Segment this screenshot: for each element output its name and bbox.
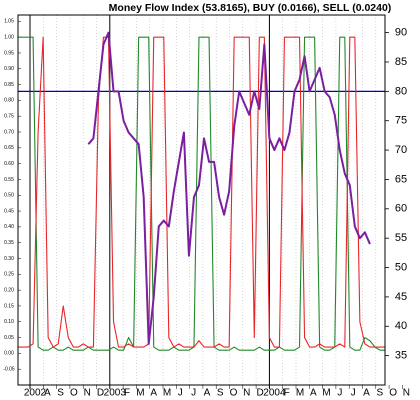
x-tick-label: O bbox=[230, 388, 238, 399]
x-tick-label: A bbox=[310, 388, 317, 399]
x-tick-label: S bbox=[376, 388, 383, 399]
x-tick-label: 2003 bbox=[104, 388, 127, 399]
plot-frame bbox=[17, 14, 386, 386]
y-tick-label: 0.80 bbox=[4, 98, 14, 104]
y-tick-label: 0.50 bbox=[4, 193, 14, 199]
y2-tick-label: 45 bbox=[395, 291, 407, 303]
y-tick-label: 0.05 bbox=[4, 335, 14, 341]
x-tick-label: J bbox=[351, 388, 356, 399]
x-tick-label: A bbox=[44, 388, 51, 399]
chart-title: Money Flow Index (53.8165), BUY (0.0166)… bbox=[109, 2, 392, 14]
y-tick-label: 0.60 bbox=[4, 161, 14, 167]
y-tick-label: 0.15 bbox=[4, 303, 14, 309]
y2-tick-label: 40 bbox=[395, 320, 407, 332]
x-tick-label: A bbox=[150, 388, 157, 399]
x-tick-label: 2004 bbox=[263, 388, 286, 399]
x-tick-label: M bbox=[296, 388, 304, 399]
y2-tick-label: 80 bbox=[395, 85, 407, 97]
y-tick-label: 1.05 bbox=[4, 19, 14, 25]
y2-tick-label: 60 bbox=[395, 203, 407, 215]
y-tick-label: 0.30 bbox=[4, 256, 14, 262]
x-tick-label: F bbox=[284, 388, 290, 399]
x-tick-label: J bbox=[191, 388, 196, 399]
y2-tick-label: 35 bbox=[395, 350, 407, 362]
y2-tick-label: 70 bbox=[395, 144, 407, 156]
x-tick-label: S bbox=[57, 388, 64, 399]
x-tick-label: M bbox=[163, 388, 171, 399]
series-line bbox=[18, 36, 385, 351]
y-tick-label: 0.10 bbox=[4, 319, 14, 325]
x-tick-label: A bbox=[363, 388, 370, 399]
y-tick-label: 0.90 bbox=[4, 66, 14, 72]
x-tick-label: O bbox=[70, 388, 78, 399]
y-tick-label: 0.35 bbox=[4, 240, 14, 246]
y-tick-label: 0.70 bbox=[4, 129, 14, 135]
x-tick-label: N bbox=[84, 388, 91, 399]
y-tick-label: 0.85 bbox=[4, 82, 14, 88]
x-tick-label: M bbox=[322, 388, 330, 399]
x-tick-label: J bbox=[178, 388, 183, 399]
x-tick-label: N bbox=[403, 388, 410, 399]
y-tick-label: 0.75 bbox=[4, 114, 14, 120]
y-tick-label: 0.45 bbox=[4, 208, 14, 214]
y2-tick-label: 50 bbox=[395, 261, 407, 273]
y-tick-label: 0.25 bbox=[4, 272, 14, 278]
x-tick-label: 2002 bbox=[24, 388, 47, 399]
x-tick-label: D bbox=[256, 388, 263, 399]
y-tick-label: 0.00 bbox=[4, 351, 14, 357]
y-tick-label: 1.00 bbox=[4, 34, 14, 40]
series-line bbox=[87, 31, 371, 345]
y-tick-label: -0.05 bbox=[3, 367, 15, 373]
y-tick-label: 0.65 bbox=[4, 145, 14, 151]
y2-tick-label: 55 bbox=[395, 232, 407, 244]
y-tick-label: 0.40 bbox=[4, 224, 14, 230]
x-tick-label: N bbox=[243, 388, 250, 399]
x-tick-label: J bbox=[337, 388, 342, 399]
series-line bbox=[18, 36, 385, 348]
x-tick-label: O bbox=[389, 388, 397, 399]
y-tick-label: 0.20 bbox=[4, 287, 14, 293]
x-tick-label: S bbox=[217, 388, 224, 399]
x-tick-label: F bbox=[124, 388, 130, 399]
x-tick-label: A bbox=[204, 388, 211, 399]
y-tick-label: 0.95 bbox=[4, 50, 14, 56]
x-tick-label: M bbox=[136, 388, 144, 399]
y2-tick-label: 65 bbox=[395, 173, 407, 185]
y2-tick-label: 85 bbox=[395, 56, 407, 68]
x-tick-label: D bbox=[97, 388, 104, 399]
y2-tick-label: 90 bbox=[395, 27, 407, 39]
y-tick-label: 0.55 bbox=[4, 177, 14, 183]
y2-tick-label: 75 bbox=[395, 115, 407, 127]
